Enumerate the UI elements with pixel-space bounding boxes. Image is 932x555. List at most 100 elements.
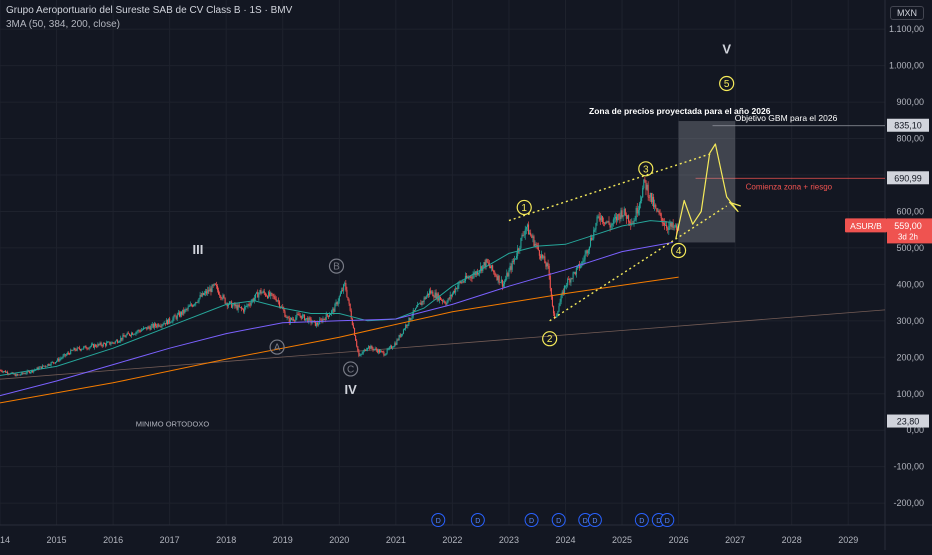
candle-body	[350, 310, 352, 319]
candle-body	[4, 370, 6, 373]
candle-body	[434, 292, 436, 298]
candle-body	[605, 221, 607, 224]
dividend-marker	[470, 513, 485, 527]
candle-body	[617, 214, 619, 221]
candle-body	[442, 300, 444, 302]
candle-body	[161, 324, 163, 327]
candle-body	[570, 278, 572, 283]
candle-body	[100, 342, 102, 346]
candle-body	[326, 313, 328, 316]
candle-body	[126, 332, 128, 336]
candle-body	[289, 318, 291, 323]
candle-body	[61, 357, 63, 359]
candle-body	[575, 268, 577, 275]
candle-body	[566, 285, 568, 286]
dividend-marker-label: D	[583, 518, 588, 525]
candle-body	[522, 234, 524, 236]
candle-body	[664, 225, 667, 226]
candle-body	[483, 262, 485, 266]
candle-body	[3, 370, 5, 372]
candle-body	[388, 347, 390, 350]
candle-body	[349, 303, 351, 311]
candle-body	[281, 306, 283, 308]
candle-body	[443, 301, 445, 302]
candle-body	[308, 317, 310, 323]
candle-body	[368, 346, 370, 348]
candle-body	[457, 285, 459, 290]
candle-body	[291, 319, 294, 321]
candle-body	[430, 290, 432, 294]
y-tick-label: 500,00	[896, 243, 924, 253]
candle-body	[54, 362, 57, 364]
candle-body	[328, 314, 331, 317]
candle-body	[451, 293, 453, 297]
candle-body	[470, 276, 472, 278]
candle-body	[447, 298, 449, 303]
candle-body	[624, 208, 626, 216]
candle-body	[81, 349, 83, 351]
candle-body	[375, 348, 377, 351]
candle-body	[374, 348, 376, 350]
candle-body	[601, 216, 604, 222]
candle-body	[112, 342, 114, 344]
candle-body	[260, 290, 262, 294]
candle-body	[300, 315, 302, 319]
currency-badge[interactable]: MXN	[890, 6, 924, 20]
candle-body	[616, 216, 618, 221]
candle-body	[231, 301, 233, 308]
candle-body	[232, 304, 234, 308]
candle-body	[543, 256, 545, 258]
candle-body	[236, 305, 238, 310]
candle-body	[108, 341, 110, 343]
candle-body	[456, 288, 458, 290]
candle-body	[199, 295, 201, 299]
candle-body	[243, 309, 245, 312]
candle-body	[401, 333, 403, 335]
candle-body	[634, 219, 636, 221]
candle-body	[435, 292, 437, 299]
candle-body	[486, 259, 488, 263]
candle-body	[382, 351, 384, 353]
candle-body	[149, 327, 151, 330]
candle-body	[500, 279, 502, 283]
candle-body	[208, 289, 210, 292]
candle-body	[153, 323, 155, 328]
candle-body	[651, 196, 654, 203]
candle-body	[176, 314, 178, 319]
candle-body	[579, 264, 581, 268]
wave-mark-circle	[719, 75, 735, 92]
dividend-marker-label: D	[639, 518, 644, 525]
candle-body	[84, 345, 86, 347]
indicator-legend[interactable]: 3MA (50, 384, 200, close)	[6, 19, 120, 30]
candle-body	[629, 221, 631, 223]
candle-body	[141, 329, 144, 331]
candle-body	[460, 282, 462, 284]
candle-body	[47, 364, 49, 367]
candle-body	[95, 344, 97, 347]
candle-body	[21, 372, 23, 375]
candle-body	[117, 342, 120, 343]
candle-body	[550, 288, 552, 297]
candle-body	[258, 293, 260, 298]
symbol-title[interactable]: Grupo Aeroportuario del Sureste SAB de C…	[6, 5, 293, 16]
candle-body	[109, 341, 111, 345]
candle-body	[96, 346, 98, 348]
candle-body	[101, 345, 103, 347]
candle-body	[514, 258, 517, 260]
candle-body	[277, 300, 279, 302]
candle-body	[191, 305, 194, 307]
candle-body	[7, 371, 9, 374]
candle-body	[223, 295, 225, 298]
long-trendline	[0, 309, 886, 380]
y-tick-label: 100,00	[896, 389, 924, 399]
candle-body	[635, 207, 637, 220]
candle-body	[125, 335, 127, 338]
candle-body	[508, 270, 510, 277]
candle-body	[290, 318, 292, 320]
candle-body	[207, 289, 209, 294]
candle-body	[77, 347, 79, 349]
candle-body	[600, 216, 602, 221]
candle-body	[203, 293, 205, 295]
